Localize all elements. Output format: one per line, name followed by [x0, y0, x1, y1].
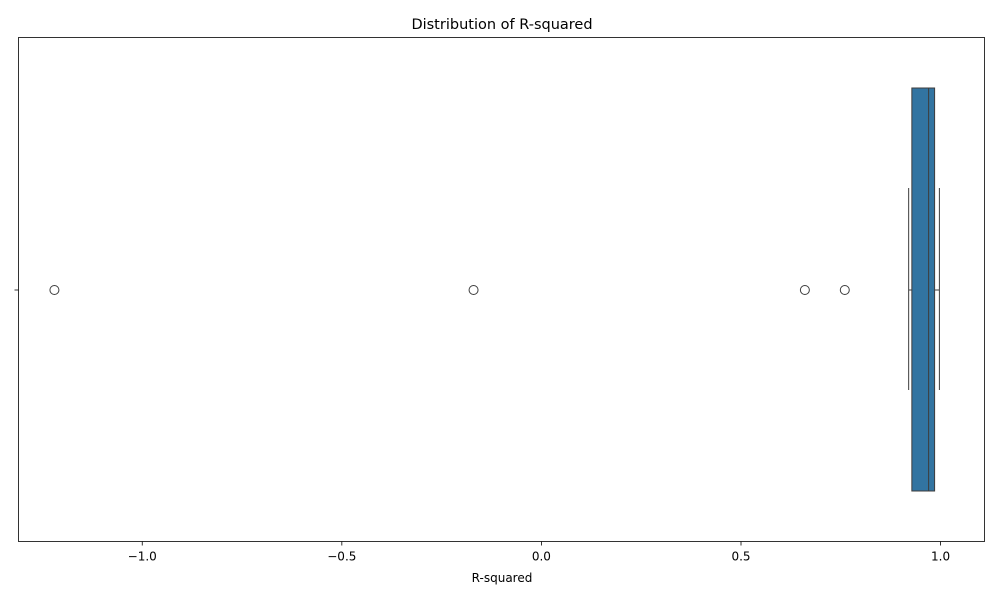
- outlier-point: [468, 285, 479, 295]
- x-tick-label: −1.0: [128, 550, 157, 564]
- x-tick-label: −0.5: [327, 550, 356, 564]
- x-axis: −1.0 −0.5 0.0 0.5 1.0: [128, 541, 950, 564]
- outlier-point: [839, 285, 850, 295]
- x-tick-label: 0.0: [532, 550, 551, 564]
- axes-frame: [18, 37, 985, 542]
- chart-title: Distribution of R-squared: [411, 17, 592, 33]
- x-tick-label: 1.0: [931, 550, 950, 564]
- x-tick-label: 0.5: [731, 550, 750, 564]
- iqr-box: [911, 87, 936, 492]
- plot-area: [49, 87, 940, 492]
- x-axis-label: R-squared: [472, 571, 533, 585]
- outlier-point: [799, 285, 810, 295]
- outlier-point: [49, 285, 60, 295]
